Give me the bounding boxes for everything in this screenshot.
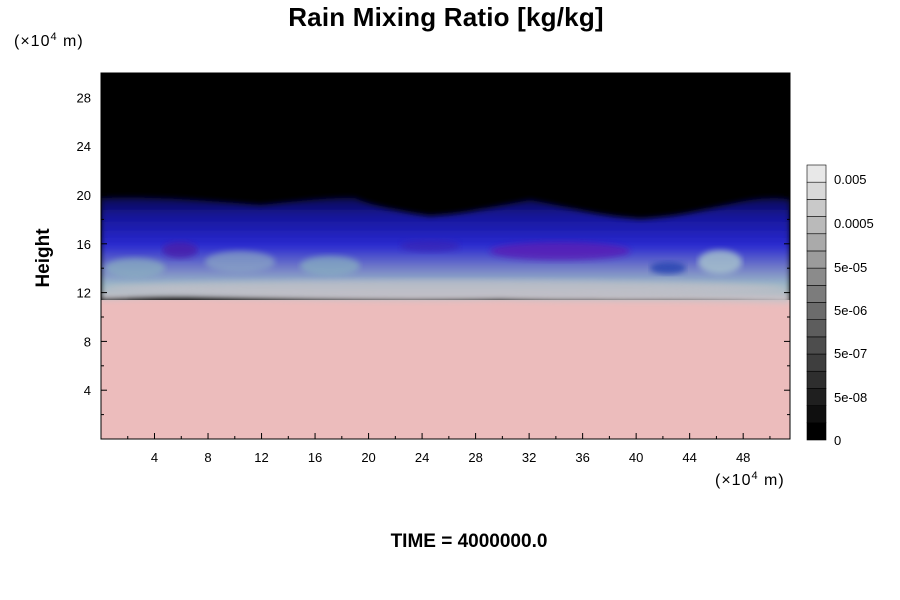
y-tick-label: 20 (77, 188, 91, 203)
y-tick-label: 28 (77, 90, 91, 105)
x-tick-label: 12 (254, 450, 268, 465)
violet-patch (162, 242, 198, 258)
x-tick-label: 44 (682, 450, 696, 465)
blue-patch (650, 262, 686, 274)
colorbar-label: 5e-06 (834, 303, 867, 318)
colorbar-swatch (806, 285, 827, 303)
x-tick-label: 40 (629, 450, 643, 465)
colorbar-swatch (806, 336, 827, 355)
plot-area (101, 73, 790, 439)
colorbar-label: 0.005 (834, 172, 867, 187)
colorbar-swatch (806, 353, 827, 372)
colorbar-swatch (806, 302, 827, 320)
y-tick-label: 8 (84, 334, 91, 349)
colorbar-label: 0 (834, 433, 841, 448)
teal-patch (300, 256, 360, 276)
x-tick-label: 32 (522, 450, 536, 465)
y-tick-label: 12 (77, 286, 91, 301)
colorbar: 0.005 0.0005 5e-05 5e-06 5e-07 5e-08 0 (806, 164, 874, 448)
chart-title: Rain Mixing Ratio [kg/kg] (288, 2, 604, 32)
x-axis: 4 8 12 16 20 24 28 32 36 40 44 48 (127, 73, 771, 465)
x-tick-label: 48 (736, 450, 750, 465)
x-tick-label: 24 (415, 450, 429, 465)
colorbar-label: 5e-08 (834, 390, 867, 405)
colorbar-label: 0.0005 (834, 216, 874, 231)
teal-patch (105, 258, 165, 278)
colorbar-swatch (806, 370, 827, 389)
colorbar-swatch (806, 181, 827, 200)
y-tick-label: 24 (77, 139, 91, 154)
colorbar-swatch (806, 233, 827, 252)
y-tick-label: 4 (84, 383, 91, 398)
y-axis-label: Height (33, 228, 54, 288)
x-axis-unit: (×104 m) (715, 470, 785, 489)
y-axis-unit: (×104 m) (14, 31, 84, 50)
colorbar-swatch (806, 250, 827, 269)
plot-frame (100, 72, 791, 440)
x-tick-label: 36 (575, 450, 589, 465)
light-band (105, 280, 785, 296)
time-label: TIME = 4000000.0 (390, 531, 548, 552)
x-tick-label: 20 (361, 450, 375, 465)
violet-patch (400, 240, 460, 252)
teal-patch (205, 251, 275, 273)
x-tick-label: 16 (308, 450, 322, 465)
colorbar-swatch (806, 405, 827, 424)
colorbar-label: 5e-07 (834, 346, 867, 361)
y-tick-label: 16 (77, 237, 91, 252)
teal-patch (698, 250, 742, 274)
colorbar-swatch (806, 164, 827, 183)
y-axis: 4 8 12 16 20 24 28 (77, 72, 790, 416)
x-tick-label: 4 (151, 450, 158, 465)
colorbar-swatch (806, 422, 827, 441)
colorbar-swatch (806, 199, 827, 217)
x-tick-label: 8 (204, 450, 211, 465)
colorbar-swatch (806, 388, 827, 406)
colorbar-swatch (806, 319, 827, 338)
lower-layer (101, 300, 790, 439)
x-tick-label: 28 (468, 450, 482, 465)
colorbar-swatch (806, 216, 827, 235)
colorbar-label: 5e-05 (834, 260, 867, 275)
colorbar-swatch (806, 267, 827, 286)
violet-patch (490, 242, 630, 260)
